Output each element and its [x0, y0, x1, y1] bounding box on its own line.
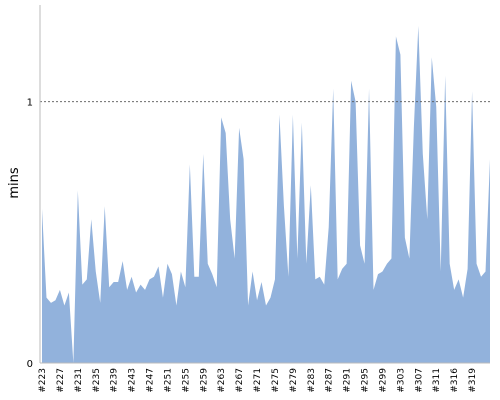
y-tick-label: 0: [27, 359, 33, 370]
x-tick-label: #251: [163, 368, 173, 393]
x-tick-label: #235: [92, 368, 102, 393]
x-tick-label: #316: [450, 368, 460, 393]
x-tick-label: #307: [414, 368, 424, 393]
x-tick-label: #283: [307, 368, 317, 393]
x-tick-label: #271: [253, 368, 263, 393]
x-tick-label: #223: [38, 368, 48, 393]
x-tick-label: #299: [378, 368, 388, 393]
x-tick-label: #295: [361, 368, 371, 393]
x-tick-label: #255: [181, 368, 191, 393]
x-tick-label: #259: [199, 368, 209, 393]
x-tick-label: #243: [128, 368, 138, 393]
x-tick-label: #227: [56, 368, 66, 393]
x-tick-label: #291: [343, 368, 353, 393]
x-tick-label: #311: [432, 368, 442, 393]
x-tick-label: #279: [289, 368, 299, 393]
x-tick-label: #267: [235, 368, 245, 393]
x-tick-label: #239: [110, 368, 120, 393]
area: [42, 25, 490, 363]
x-tick-label: #287: [325, 368, 335, 393]
x-tick-label: #263: [217, 368, 227, 393]
x-tick-label: #303: [396, 368, 406, 393]
x-tick-label: #319: [468, 368, 478, 393]
y-tick-label: 1: [27, 98, 33, 109]
x-tick-label: #275: [271, 368, 281, 393]
x-tick-label: #231: [74, 368, 84, 393]
y-axis-label: mins: [7, 167, 22, 199]
x-tick-label: #247: [146, 368, 156, 393]
